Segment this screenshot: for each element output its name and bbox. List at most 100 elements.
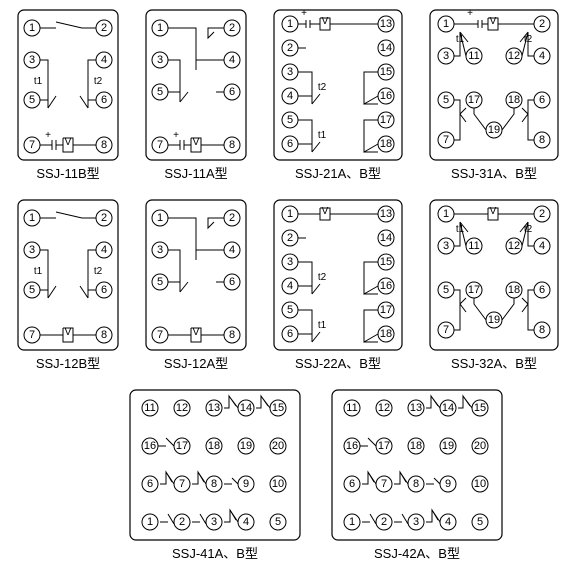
terminal-label: 17 (380, 114, 392, 126)
terminal-label: 4 (539, 240, 545, 252)
terminal-label: 11 (144, 402, 155, 414)
terminal-label: 6 (101, 94, 107, 106)
terminal-label: 2 (381, 516, 387, 528)
terminal-label: 2 (539, 208, 545, 220)
terminal-label: 7 (157, 329, 163, 341)
terminal-label: 6 (349, 478, 355, 490)
terminal-label: 7 (443, 134, 449, 146)
terminal-label: 4 (229, 54, 235, 66)
terminal-label: 17 (378, 440, 390, 452)
terminal-label: 8 (539, 324, 545, 336)
terminal-label: 1 (29, 212, 35, 224)
terminal-label: 4 (539, 50, 545, 62)
terminal-label: 17 (468, 94, 480, 106)
terminal-label: 13 (380, 18, 392, 30)
terminal-label: 15 (380, 66, 392, 78)
ssj-12a: 12345678VSSJ-12A型 (146, 200, 246, 371)
terminal-label: 5 (287, 114, 293, 126)
terminal-label: 16 (380, 90, 392, 102)
terminal-label: 3 (211, 516, 217, 528)
annotation: t1 (318, 320, 327, 331)
terminal-label: 5 (29, 284, 35, 296)
annotation: t2 (318, 272, 327, 283)
terminal-label: 2 (229, 212, 235, 224)
diagram-label: SSJ-31A、B型 (451, 166, 537, 181)
terminal-label: 4 (243, 516, 249, 528)
terminal-label: 3 (29, 244, 35, 256)
annotation: V (193, 327, 200, 338)
terminal-label: 3 (157, 54, 163, 66)
annotation: t2 (524, 34, 533, 45)
terminal-label: 4 (229, 244, 235, 256)
annotation: t2 (524, 224, 533, 235)
terminal-label: 5 (275, 516, 281, 528)
ssj-11b: 12345678t1t2+VSSJ-11B型 (18, 10, 118, 181)
terminal-label: 8 (211, 478, 217, 490)
annotation: t2 (94, 76, 103, 87)
terminal-label: 18 (410, 440, 422, 452)
annotation: + (467, 8, 473, 19)
terminal-label: 1 (29, 22, 35, 34)
terminal-label: 6 (287, 138, 293, 150)
terminal-label: 3 (287, 256, 293, 268)
annotation: V (193, 137, 200, 148)
terminal-label: 5 (443, 94, 449, 106)
terminal-label: 16 (346, 440, 358, 452)
terminal-label: 8 (229, 329, 235, 341)
terminal-label: 10 (474, 478, 486, 490)
terminal-label: 13 (380, 208, 392, 220)
ssj-31ab: 123111245171867198+Vt1t2SSJ-31A、B型 (430, 8, 558, 181)
annotation: V (65, 327, 72, 338)
terminal-label: 1 (287, 18, 293, 30)
ssj-22ab: 113214315416517618Vt2t1SSJ-22A、B型 (274, 200, 402, 371)
annotation: + (301, 8, 307, 19)
terminal-label: 2 (287, 42, 293, 54)
terminal-label: 6 (147, 478, 153, 490)
terminal-label: 8 (229, 139, 235, 151)
terminal-label: 9 (445, 478, 451, 490)
diagram-label: SSJ-22A、B型 (295, 356, 381, 371)
terminal-label: 7 (157, 139, 163, 151)
terminal-label: 15 (380, 256, 392, 268)
terminal-label: 5 (287, 304, 293, 316)
terminal-label: 15 (272, 402, 284, 414)
terminal-label: 9 (243, 478, 249, 490)
terminal-label: 6 (101, 284, 107, 296)
terminal-label: 19 (488, 124, 500, 136)
annotation: V (490, 16, 497, 27)
terminal-label: 12 (176, 402, 188, 414)
terminal-label: 11 (468, 50, 479, 62)
terminal-label: 4 (101, 54, 107, 66)
terminal-label: 5 (477, 516, 483, 528)
terminal-label: 16 (144, 440, 156, 452)
terminal-label: 14 (380, 42, 392, 54)
terminal-label: 12 (508, 50, 520, 62)
terminal-label: 11 (346, 402, 357, 414)
ssj-21ab: 113214315416517618+Vt2t1SSJ-21A、B型 (274, 8, 402, 181)
terminal-label: 15 (474, 402, 486, 414)
terminal-label: 5 (157, 276, 163, 288)
ssj-12b: 12345678t1t2VSSJ-12B型 (18, 200, 118, 371)
annotation: t2 (318, 82, 327, 93)
terminal-label: 7 (381, 478, 387, 490)
diagram-label: SSJ-21A、B型 (295, 166, 381, 181)
terminal-label: 14 (380, 232, 392, 244)
terminal-label: 1 (157, 212, 163, 224)
terminal-label: 8 (101, 329, 107, 341)
terminal-label: 7 (29, 329, 35, 341)
terminal-label: 18 (508, 284, 520, 296)
terminal-label: 2 (101, 22, 107, 34)
terminal-label: 1 (443, 208, 449, 220)
terminal-label: 19 (240, 440, 252, 452)
terminal-label: 13 (410, 402, 422, 414)
terminal-label: 18 (208, 440, 220, 452)
terminal-label: 2 (229, 22, 235, 34)
terminal-label: 12 (378, 402, 390, 414)
diagram-label: SSJ-12A型 (164, 356, 228, 371)
ssj-42ab: 1112131415161718192067891012345SSJ-42A、B… (332, 390, 502, 561)
terminal-label: 8 (539, 134, 545, 146)
terminal-label: 5 (443, 284, 449, 296)
terminal-label: 19 (442, 440, 454, 452)
diagram-label: SSJ-11A型 (164, 166, 227, 181)
terminal-label: 11 (468, 240, 479, 252)
